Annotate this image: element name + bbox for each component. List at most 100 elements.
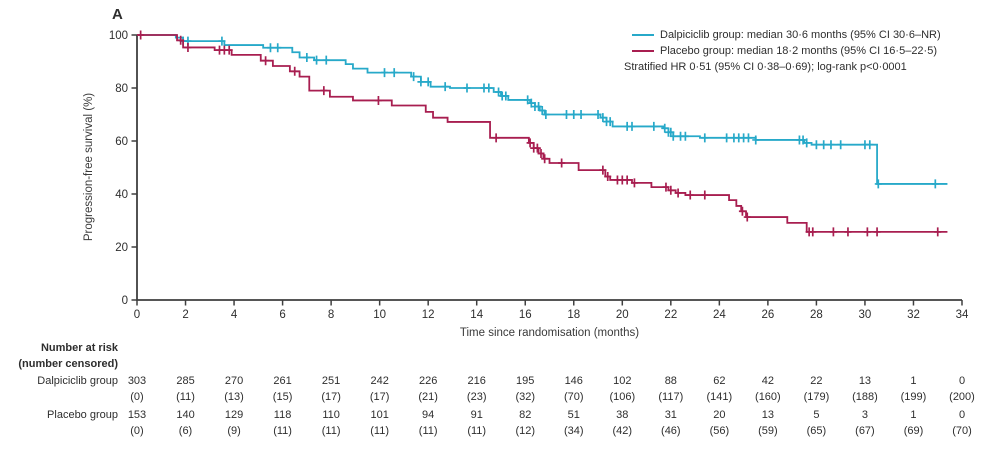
censored-value: (12) [515, 425, 536, 437]
at-risk-value: 153 [127, 409, 147, 421]
censor-mark [218, 36, 226, 46]
y-ticks: 0 20 40 60 80 100 [109, 30, 137, 307]
at-risk-value: 38 [616, 409, 629, 421]
censor-mark [410, 72, 418, 82]
censor-mark [533, 143, 541, 153]
x-tick-label: 2 [182, 309, 188, 321]
censor-mark [417, 77, 425, 87]
censor-mark [535, 102, 543, 112]
censored-value: (11) [467, 425, 487, 437]
censored-value: (9) [227, 425, 241, 437]
censored-value: (67) [855, 425, 875, 437]
censor-mark [650, 121, 658, 131]
y-tick-label: 40 [115, 189, 128, 201]
censored-value: (11) [418, 425, 438, 437]
at-risk-value: 62 [713, 375, 726, 387]
censor-mark [184, 42, 192, 52]
censored-value: (70) [952, 425, 972, 437]
censor-mark [628, 121, 636, 131]
stratified-hr-text: Stratified HR 0·51 (95% CI 0·38–0·69); l… [624, 61, 907, 73]
censor-mark [873, 227, 881, 237]
censor-mark [577, 110, 585, 119]
at-risk-value: 22 [810, 375, 823, 387]
censor-mark [812, 140, 820, 150]
censored-value: (70) [563, 391, 584, 403]
censor-mark [829, 227, 837, 237]
legend-entry-dalpiciclib: Dalpiciclib group: median 30·6 months (9… [632, 27, 941, 43]
censor-mark [526, 138, 534, 148]
censor-mark [424, 77, 432, 87]
censor-mark [809, 227, 817, 237]
censor-mark [485, 83, 493, 93]
at-risk-value: 216 [467, 375, 486, 387]
x-tick-label: 14 [470, 309, 483, 321]
legend: Dalpiciclib group: median 30·6 months (9… [624, 27, 941, 75]
censor-mark [558, 158, 566, 168]
at-risk-value: 242 [370, 375, 389, 387]
censor-mark [827, 140, 835, 150]
censor-mark [701, 190, 709, 200]
at-risk-value: 0 [958, 375, 966, 387]
censor-mark [538, 106, 546, 116]
censor-mark [137, 30, 145, 40]
at-risk-value: 118 [273, 409, 292, 421]
censor-mark [537, 148, 545, 158]
censored-value: (200) [949, 391, 975, 403]
risk-row-label: Dalpiciclib group [37, 375, 118, 387]
censor-mark [266, 43, 274, 53]
censor-mark [274, 43, 282, 53]
censor-mark [463, 83, 471, 93]
censor-mark [177, 35, 185, 45]
censor-mark [701, 133, 709, 143]
at-risk-value: 101 [370, 409, 389, 421]
censored-value: (11) [176, 391, 195, 403]
x-tick-label: 24 [713, 309, 726, 321]
at-risk-value: 261 [273, 375, 292, 387]
censor-mark [738, 206, 746, 216]
censor-mark [542, 110, 550, 119]
censored-value: (32) [515, 391, 536, 403]
censored-value: (42) [612, 425, 633, 437]
censor-mark [599, 113, 607, 123]
x-tick-label: 28 [810, 309, 823, 321]
censor-mark [524, 95, 532, 105]
censor-mark [803, 138, 811, 148]
dalpiciclib-line-swatch [632, 34, 654, 36]
x-tick-label: 10 [373, 309, 386, 321]
censor-mark [495, 87, 503, 97]
censored-value: (17) [369, 391, 390, 403]
censored-value: (160) [755, 391, 781, 403]
censor-mark [866, 140, 874, 150]
censor-mark [374, 95, 382, 105]
at-risk-value: 88 [664, 375, 677, 387]
censor-mark [934, 227, 942, 237]
censored-value: (0) [130, 391, 144, 403]
x-tick-label: 22 [664, 309, 677, 321]
at-risk-value: 51 [567, 409, 580, 421]
legend-label-placebo: Placebo group: median 18·2 months (95% C… [660, 45, 937, 57]
censor-mark [606, 117, 614, 127]
censored-value: (6) [178, 425, 193, 437]
y-tick-label: 20 [115, 242, 128, 254]
censor-mark [599, 165, 607, 175]
censor-mark [669, 131, 677, 141]
y-tick-label: 80 [115, 83, 128, 95]
at-risk-value: 94 [422, 409, 435, 421]
legend-label-dalpiciclib: Dalpiciclib group: median 30·6 months (9… [660, 29, 941, 41]
at-risk-value: 226 [418, 375, 438, 387]
censored-value: (117) [658, 391, 684, 403]
dalpiciclib-censor-marks [179, 36, 939, 189]
censor-mark [686, 190, 694, 200]
at-risk-value: 20 [713, 409, 726, 421]
x-axis-title: Time since randomisation (months) [459, 327, 640, 339]
censor-mark [313, 55, 321, 65]
censor-mark [262, 56, 270, 66]
censored-value: (188) [852, 391, 878, 403]
placebo-censor-marks [137, 30, 942, 237]
risk-table-header-line2: (number censored) [18, 358, 118, 370]
censor-mark [390, 68, 398, 78]
censored-value: (179) [803, 391, 830, 403]
censor-mark [320, 86, 328, 96]
at-risk-value: 91 [470, 409, 483, 421]
censored-value: (11) [273, 425, 292, 437]
